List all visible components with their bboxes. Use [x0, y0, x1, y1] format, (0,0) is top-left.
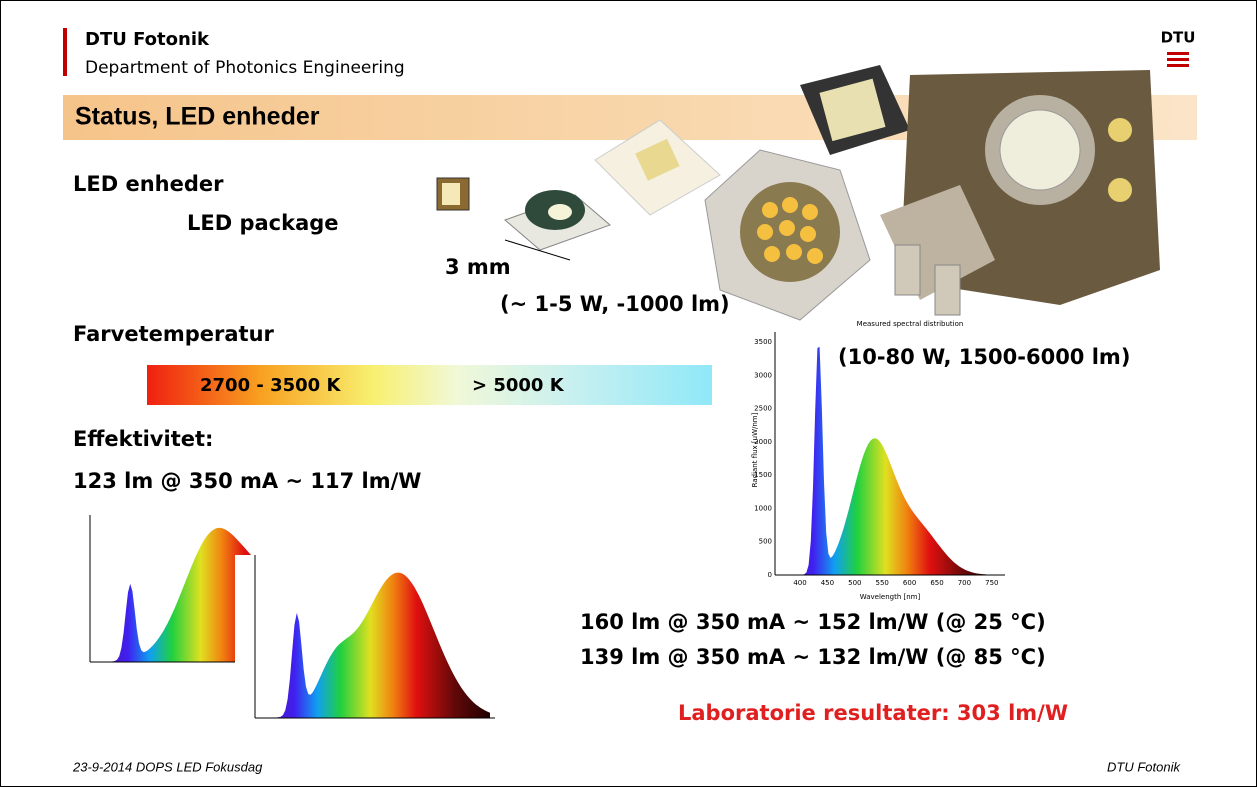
- size-arrow: [504, 239, 571, 261]
- org-name: DTU Fotonik: [85, 29, 210, 50]
- size-label: 3 mm: [445, 255, 511, 279]
- lab-result: Laboratorie resultater: 303 lm/W: [678, 701, 1068, 725]
- section-heading: Effektivitet:: [73, 427, 213, 451]
- led-images: [436, 65, 1160, 321]
- y-tick-label: 0: [768, 571, 772, 579]
- x-tick-label: 750: [985, 579, 998, 587]
- x-tick-label: 450: [821, 579, 834, 587]
- logo-mark: [1167, 52, 1189, 67]
- section-heading: LED enheder: [73, 172, 224, 196]
- spectra: Measured spectral distribution Radiant fl…: [70, 320, 1010, 738]
- power-label: (10-80 W, 1500-6000 lm): [838, 345, 1130, 369]
- x-tick-label: 600: [903, 579, 916, 587]
- temperature-bar: [147, 365, 712, 405]
- x-tick-label: 700: [958, 579, 971, 587]
- temp-label: 2700 - 3500 K: [200, 375, 341, 396]
- efficiency-text: 160 lm @ 350 mA ~ 152 lm/W (@ 25 °C): [580, 610, 1046, 634]
- department: Department of Photonics Engineering: [85, 58, 405, 78]
- spectrum: [260, 572, 490, 718]
- y-tick-label: 3500: [754, 338, 772, 346]
- x-axis-label: Wavelength [nm]: [860, 593, 921, 601]
- x-tick-label: 400: [793, 579, 806, 587]
- x-tick-label: 500: [848, 579, 861, 587]
- y-tick-label: 3000: [754, 371, 772, 379]
- power-label: (~ 1-5 W, -1000 lm): [500, 292, 730, 316]
- efficiency-text: 123 lm @ 350 mA ~ 117 lm/W: [73, 469, 421, 493]
- y-tick-label: 1000: [754, 504, 772, 512]
- y-axis-label: Radiant flux [uW/nm]: [751, 412, 759, 487]
- header-bar: [63, 28, 67, 76]
- y-tick-label: 1500: [754, 471, 772, 479]
- footer-right: DTU Fotonik: [1107, 759, 1181, 774]
- spectrum: [780, 346, 1000, 575]
- y-tick-label: 2000: [754, 438, 772, 446]
- footer-left: 23-9-2014 DOPS LED Fokusdag: [72, 759, 263, 774]
- subsection-heading: LED package: [187, 211, 339, 235]
- efficiency-text: 139 lm @ 350 mA ~ 132 lm/W (@ 85 °C): [580, 645, 1046, 669]
- chart-title: Measured spectral distribution: [857, 320, 964, 328]
- logo-text: DTU: [1161, 29, 1196, 47]
- temp-label: > 5000 K: [472, 375, 565, 396]
- slide-title: Status, LED enheder: [75, 103, 320, 131]
- y-tick-label: 500: [759, 538, 772, 546]
- x-tick-label: 550: [876, 579, 889, 587]
- section-heading: Farvetemperatur: [73, 322, 275, 346]
- y-tick-label: 2500: [754, 405, 772, 413]
- x-tick-label: 650: [930, 579, 943, 587]
